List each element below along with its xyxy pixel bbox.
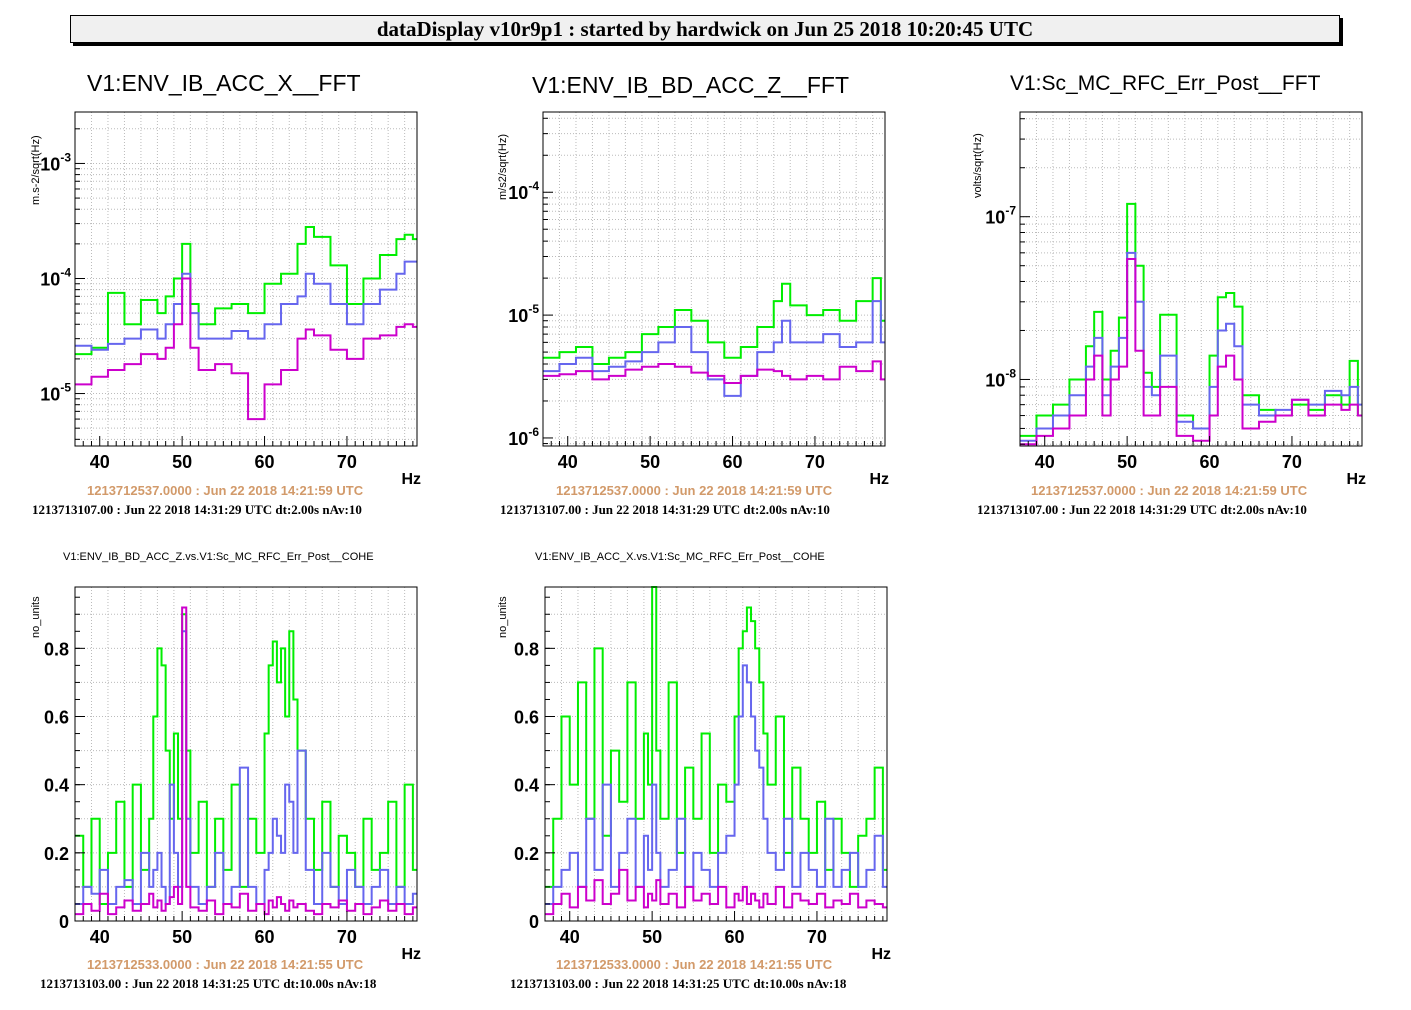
time-info: 1213713103.00 : Jun 22 2018 14:31:25 UTC… bbox=[510, 976, 847, 991]
x-axis-label: Hz bbox=[401, 946, 421, 963]
x-tick-label: 60 bbox=[725, 927, 745, 947]
time-info: 1213713107.00 : Jun 22 2018 14:31:29 UTC… bbox=[500, 502, 830, 517]
y-tick-label: 0 bbox=[59, 912, 69, 932]
time-reference: 1213712533.0000 : Jun 22 2018 14:21:55 U… bbox=[87, 957, 364, 972]
x-tick-label: 40 bbox=[1035, 452, 1055, 472]
grid-lines bbox=[1019, 112, 1362, 446]
window-title-bar: dataDisplay v10r9p1 : started by hardwic… bbox=[70, 15, 1340, 43]
x-tick-label: 50 bbox=[642, 927, 662, 947]
grid-lines bbox=[74, 112, 417, 446]
series-line-magenta bbox=[1020, 257, 1362, 446]
grid-lines bbox=[544, 587, 887, 921]
series-line-green bbox=[1020, 202, 1362, 437]
y-tick-label: 10-3 bbox=[40, 150, 71, 174]
grid-lines bbox=[542, 112, 885, 446]
x-tick-label: 70 bbox=[1282, 452, 1302, 472]
y-axis-label: no_units bbox=[30, 596, 42, 638]
y-tick-label: 10-8 bbox=[985, 366, 1016, 390]
x-tick-label: 70 bbox=[337, 452, 357, 472]
y-axis-label: volts/sqrt(Hz) bbox=[972, 133, 984, 198]
series-line-blue bbox=[543, 300, 885, 397]
series-line-magenta bbox=[75, 606, 417, 916]
x-axis-label: Hz bbox=[401, 471, 421, 488]
y-tick-label: 0.4 bbox=[44, 776, 69, 796]
panel-title: V1:ENV_IB_ACC_X__FFT bbox=[87, 70, 361, 96]
plot-frame bbox=[544, 586, 888, 922]
series-line-magenta bbox=[75, 277, 417, 421]
x-tick-label: 40 bbox=[90, 927, 110, 947]
x-tick-label: 50 bbox=[172, 452, 192, 472]
series-line-green bbox=[75, 613, 417, 905]
y-tick-label: 0.6 bbox=[44, 708, 69, 728]
y-tick-label: 0.2 bbox=[44, 844, 69, 864]
plot-area: 40 50 60 70 10-8 10-7 Hz bbox=[985, 111, 1366, 488]
plot-area: 40 50 60 70 0 0.2 0.4 0.6 0.8 Hz bbox=[514, 586, 891, 963]
x-tick-label: 50 bbox=[172, 927, 192, 947]
x-tick-label: 60 bbox=[1200, 452, 1220, 472]
y-tick-label: 10-4 bbox=[40, 265, 71, 289]
x-tick-label: 40 bbox=[560, 927, 580, 947]
series-line-blue bbox=[75, 260, 417, 351]
time-info: 1213713107.00 : Jun 22 2018 14:31:29 UTC… bbox=[32, 502, 362, 517]
x-tick-label: 70 bbox=[805, 452, 825, 472]
plot-frame bbox=[74, 586, 418, 922]
y-tick-label: 0.4 bbox=[514, 776, 539, 796]
panel-title: V1:ENV_IB_BD_ACC_Z__FFT bbox=[532, 72, 850, 98]
plot-area: 40 50 60 70 0 0.2 0.4 0.6 0.8 Hz bbox=[44, 586, 421, 963]
time-info: 1213713103.00 : Jun 22 2018 14:31:25 UTC… bbox=[40, 976, 377, 991]
plot-area: 40 50 60 70 10-5 10-4 10-3 Hz bbox=[40, 111, 421, 488]
series-line-magenta bbox=[545, 868, 887, 916]
y-tick-label: 10-6 bbox=[508, 425, 539, 449]
series-line-magenta bbox=[543, 360, 885, 385]
x-tick-label: 60 bbox=[255, 452, 275, 472]
x-tick-label: 50 bbox=[640, 452, 660, 472]
x-tick-label: 40 bbox=[90, 452, 110, 472]
y-tick-label: 10-7 bbox=[985, 204, 1016, 228]
y-tick-label: 0.8 bbox=[44, 639, 69, 659]
series-line-green bbox=[545, 586, 887, 888]
y-axis-label: m/s2/sqrt(Hz) bbox=[497, 134, 509, 200]
series-line-blue bbox=[75, 630, 417, 905]
panel-title: V1:ENV_IB_ACC_X.vs.V1:Sc_MC_RFC_Err_Post… bbox=[535, 551, 825, 563]
x-tick-label: 40 bbox=[558, 452, 578, 472]
x-axis-label: Hz bbox=[871, 946, 891, 963]
panel-title: V1:Sc_MC_RFC_Err_Post__FFT bbox=[1010, 72, 1321, 95]
x-tick-label: 70 bbox=[337, 927, 357, 947]
x-tick-label: 60 bbox=[255, 927, 275, 947]
plot-frame bbox=[1019, 111, 1363, 447]
y-tick-label: 10-5 bbox=[508, 302, 539, 326]
series-line-green bbox=[543, 277, 885, 365]
y-tick-label: 0 bbox=[529, 912, 539, 932]
x-axis-label: Hz bbox=[1346, 471, 1366, 488]
time-reference: 1213712533.0000 : Jun 22 2018 14:21:55 U… bbox=[556, 957, 833, 972]
time-reference: 1213712537.0000 : Jun 22 2018 14:21:59 U… bbox=[1031, 483, 1308, 498]
grid-lines bbox=[74, 587, 417, 921]
y-tick-label: 0.8 bbox=[514, 639, 539, 659]
y-tick-label: 10-4 bbox=[508, 179, 539, 203]
y-tick-label: 0.6 bbox=[514, 708, 539, 728]
plot-area: 40 50 60 70 10-6 10-5 10-4 Hz bbox=[508, 111, 889, 488]
panel-title: V1:ENV_IB_BD_ACC_Z.vs.V1:Sc_MC_RFC_Err_P… bbox=[63, 551, 374, 563]
time-reference: 1213712537.0000 : Jun 22 2018 14:21:59 U… bbox=[556, 483, 833, 498]
x-tick-label: 70 bbox=[807, 927, 827, 947]
time-info: 1213713107.00 : Jun 22 2018 14:31:29 UTC… bbox=[977, 502, 1307, 517]
y-axis-label: no_units bbox=[497, 596, 509, 638]
plot-frame bbox=[74, 111, 418, 447]
series-line-green bbox=[75, 226, 417, 356]
series-line-blue bbox=[545, 664, 887, 905]
y-tick-label: 10-5 bbox=[40, 381, 71, 405]
x-tick-label: 50 bbox=[1117, 452, 1137, 472]
x-tick-label: 60 bbox=[723, 452, 743, 472]
time-reference: 1213712537.0000 : Jun 22 2018 14:21:59 U… bbox=[87, 483, 364, 498]
x-axis-label: Hz bbox=[869, 471, 889, 488]
plot-frame bbox=[542, 111, 886, 447]
y-tick-label: 0.2 bbox=[514, 844, 539, 864]
